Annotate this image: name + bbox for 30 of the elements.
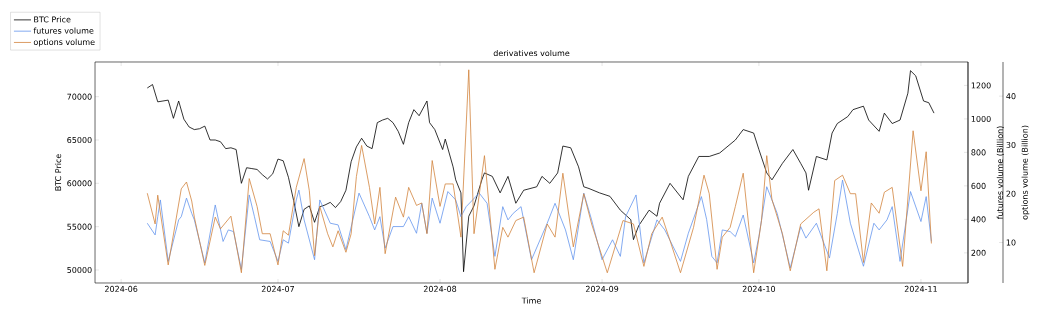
y2-tick-label: 1200 xyxy=(971,82,991,89)
y3-tick-label: 20 xyxy=(1006,190,1016,197)
y3-tick-label: 40 xyxy=(1006,93,1016,100)
y2-tick-label: 200 xyxy=(971,249,986,256)
line-series xyxy=(146,179,932,270)
y2-tick-label: 600 xyxy=(971,182,986,189)
y2-tick-label: 800 xyxy=(971,149,986,156)
legend-label: futures volume xyxy=(33,27,94,34)
x-axis-title: Time xyxy=(521,297,541,304)
y-tick-label: 50000 xyxy=(67,266,92,274)
x-tick-label: 2024-11 xyxy=(904,285,937,292)
x-tick-label: 2024-09 xyxy=(585,285,619,292)
legend-label: BTC Price xyxy=(34,16,71,23)
x-tick-label: 2024-10 xyxy=(742,285,776,292)
y3-tick-label: 10 xyxy=(1006,239,1016,246)
y2-tick-label: 400 xyxy=(971,216,986,223)
y-tick-label: 70000 xyxy=(67,93,92,100)
y-axis-title: BTC Price xyxy=(54,154,62,191)
y-tick-label: 55000 xyxy=(67,223,92,230)
y2-tick-label: 1000 xyxy=(971,115,991,122)
x-tick-label: 2024-07 xyxy=(261,285,294,292)
chart-title: derivatives volume xyxy=(493,49,570,57)
y-tick-label: 65000 xyxy=(67,136,92,144)
y-tick-label: 60000 xyxy=(67,180,92,187)
x-tick-label: 2024-06 xyxy=(105,285,138,292)
y3-tick-label: 30 xyxy=(1006,141,1016,148)
y2-axis-title: futures volume (Billion) xyxy=(996,126,1004,220)
legend-label: options volume xyxy=(33,38,95,47)
x-tick-label: 2024-08 xyxy=(423,285,457,292)
y3-axis-title: options volume (Billion) xyxy=(1021,125,1030,220)
